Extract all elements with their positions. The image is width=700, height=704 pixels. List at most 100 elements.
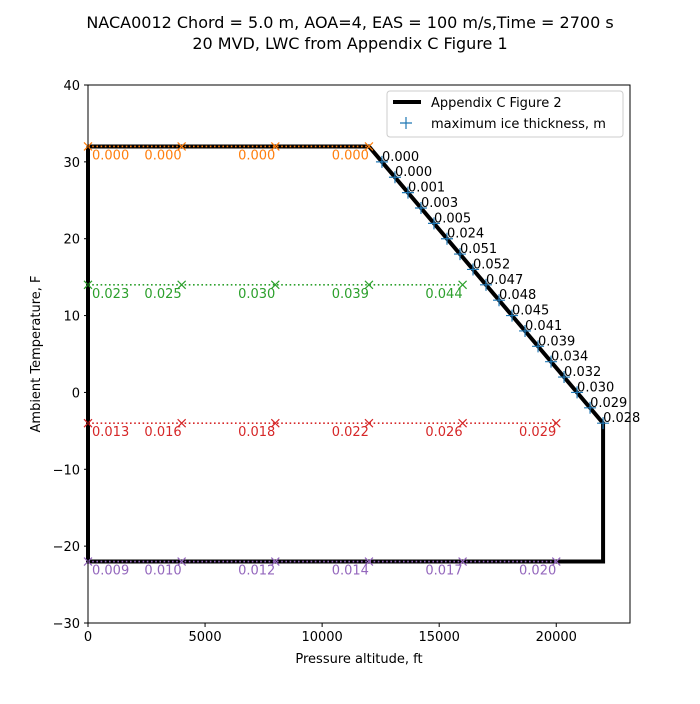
series-data-label: 0.013 [92,425,129,440]
ice-thickness-marker [388,171,401,184]
ice-thickness-marker [440,232,453,245]
y-tick-label: 40 [63,79,80,94]
series-data-label: 0.014 [332,564,369,579]
x-tick-label: 0 [84,630,92,645]
x-tick-label: 15000 [419,630,460,645]
y-tick-label: −10 [53,463,80,478]
series-data-label: 0.017 [425,564,462,579]
series-marker [551,418,561,428]
ice-thickness-label: 0.024 [447,227,484,242]
ice-thickness-label: 0.041 [525,319,562,334]
ice-thickness-label: 0.034 [551,350,588,365]
y-tick-label: 0 [72,386,80,401]
series-data-label: 0.018 [238,425,275,440]
ice-thickness-marker [519,324,532,337]
ice-thickness-label: 0.039 [538,334,575,349]
plot-frame [87,84,631,624]
ice-thickness-label: 0.005 [434,211,471,226]
series-data-label: 0.026 [425,425,462,440]
ice-thickness-marker [467,263,480,276]
legend-ice-marker [400,117,412,129]
series-data-label: 0.000 [238,148,275,163]
series-marker [364,280,374,290]
ice-thickness-marker [493,294,506,307]
x-tick-label: 20000 [536,630,577,645]
envelope-line [86,144,606,564]
series-data-label: 0.000 [144,148,181,163]
series-data-label: 0.000 [332,148,369,163]
series-marker [551,557,561,566]
series-marker [270,418,280,428]
ice-thickness-label: 0.028 [603,411,640,426]
series-marker [270,142,280,151]
series-marker [458,418,468,428]
legend-box [386,90,624,138]
series-data-label: 0.029 [519,425,556,440]
ice-thickness-label: 0.030 [577,380,614,395]
series-data-label: 0.025 [144,287,181,302]
series-marker [177,418,187,428]
series-data-label: 0.016 [144,425,181,440]
ice-thickness-marker [401,186,414,199]
ice-thickness-marker [545,355,558,368]
ice-thickness-label: 0.048 [499,288,536,303]
series-data-label: 0.030 [238,287,275,302]
series-data-label: 0.023 [92,287,129,302]
ice-thickness-label: 0.000 [382,150,419,165]
series-data-label: 0.010 [144,564,181,579]
ice-thickness-label: 0.047 [486,273,523,288]
ice-thickness-marker [427,217,440,230]
y-tick-label: −30 [53,617,80,632]
ice-thickness-marker [375,155,388,168]
ice-thickness-marker [506,309,519,322]
ice-thickness-label: 0.000 [395,165,432,180]
series-marker [177,280,187,290]
series-data-label: 0.044 [425,287,462,302]
series-marker [270,280,280,290]
series-data-label: 0.022 [332,425,369,440]
series-data-label: 0.039 [332,287,369,302]
ice-thickness-marker [480,278,493,291]
y-tick-label: −20 [53,540,80,555]
series-marker [458,280,468,290]
x-axis-label: Pressure altitude, ft [295,652,422,667]
series-marker [458,557,468,566]
ice-thickness-label: 0.032 [564,365,601,380]
series-marker [177,142,187,151]
series-data-label: 0.009 [92,564,129,579]
ice-thickness-label: 0.029 [590,396,627,411]
y-axis-label: Ambient Temperature, F [29,276,44,433]
ice-thickness-marker [571,386,584,399]
ice-thickness-marker [584,401,597,414]
ice-thickness-marker [453,248,466,261]
ice-thickness-label: 0.003 [421,196,458,211]
x-tick-label: 10000 [301,630,342,645]
chart-title-line-2: 20 MVD, LWC from Appendix C Figure 1 [192,34,507,53]
series-data-label: 0.000 [92,148,129,163]
series-data-label: 0.012 [238,564,275,579]
y-tick-label: 20 [63,233,80,248]
series-marker [177,557,187,566]
chart-title-line-1: NACA0012 Chord = 5.0 m, AOA=4, EAS = 100… [86,13,613,32]
ice-thickness-marker [597,417,610,430]
x-tick-label: 5000 [189,630,222,645]
y-tick-label: 30 [63,156,80,171]
series-marker [364,142,374,151]
series-marker [364,557,374,566]
legend-ice-label: maximum ice thickness, m [431,117,606,132]
y-tick-label: 10 [63,310,80,325]
ice-thickness-label: 0.051 [460,242,497,257]
legend: Appendix C Figure 2 maximum ice thicknes… [386,90,624,138]
ice-thickness-label: 0.001 [408,181,445,196]
ice-thickness-marker [414,201,427,214]
series-marker [270,557,280,566]
series-data-label: 0.020 [519,564,556,579]
ice-thickness-label: 0.052 [473,257,510,272]
ice-thickness-label: 0.045 [512,304,549,319]
series-marker [364,418,374,428]
ice-thickness-marker [532,340,545,353]
legend-envelope-label: Appendix C Figure 2 [431,96,562,111]
ice-thickness-marker [558,371,571,384]
